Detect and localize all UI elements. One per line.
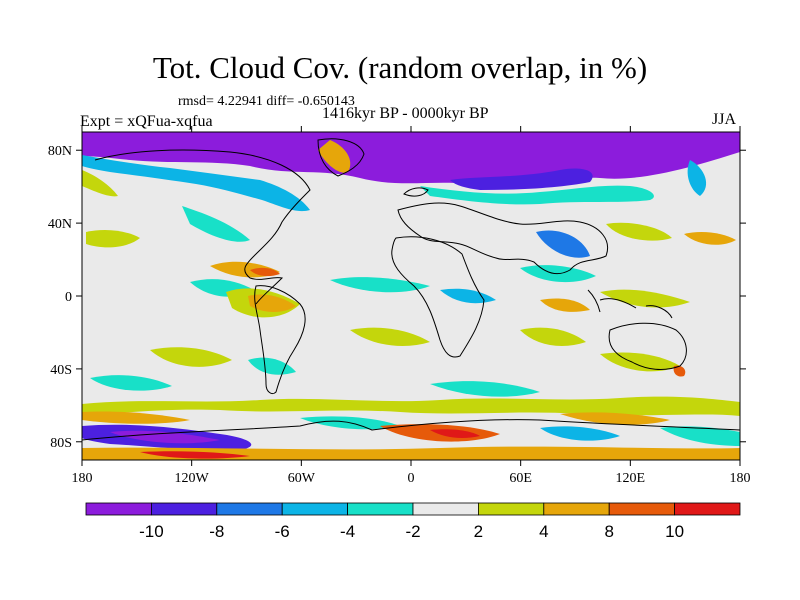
experiment-label: Expt = xQFua-xqfua [80,113,213,130]
colorbar-swatch [150,502,218,516]
region-sindian-yellow [520,327,586,346]
coast-north-america [94,149,311,305]
region-atlantic-teal [330,277,430,293]
coast-antarctica [82,419,740,441]
region-satlantic-yellow [350,327,430,346]
region-greenland-pos [318,140,351,173]
region-eurasia-teal [420,185,654,205]
x-tick-label: 180 [72,471,93,486]
colorbar-label: -2 [405,522,420,541]
region-southern-teal-2 [430,381,540,397]
colorbar-swatch [674,502,741,516]
region-pacific-yellow-1 [86,230,140,248]
colorbar-swatch [347,502,414,516]
coast-greenland [317,138,365,177]
colorbar-swatch [477,502,545,516]
x-tick-label: 60W [288,471,316,486]
coast-maritime [587,289,673,319]
region-antarctic-red [140,451,250,459]
y-tick-label: 80N [48,144,72,159]
region-npacific-yellow [82,170,118,197]
region-weddell-darkred [430,429,480,438]
colorbar-label: -10 [139,522,164,541]
y-tick-label: 0 [65,290,72,305]
region-ross-purple [110,430,220,444]
colorbar-label: -8 [209,522,224,541]
coast-africa [391,236,485,358]
region-eastant-teal [660,426,740,446]
region-spacific-yellow [150,347,232,367]
colorbar: -10 -8 -6 -4 -2 2 4 8 10 [85,502,741,541]
colorbar-swatch [281,502,349,516]
x-tick-label: 180 [730,471,751,486]
colorbar-swatch [608,502,676,516]
region-southern-teal-1 [90,375,172,391]
region-asia-blue [536,230,590,258]
region-caribbean-red [250,267,280,277]
colorbar-label: 10 [665,522,684,541]
region-southern-orange-2 [560,412,670,425]
region-nepacific-cyan [687,160,707,196]
y-axis: 80N 40N 0 40S 80S [48,144,746,451]
region-southern-yellow [82,396,740,416]
colorbar-label: 2 [474,522,483,541]
region-indian-orange [540,298,590,312]
x-tick-label: 120E [616,471,646,486]
colorbar-swatch [543,502,610,516]
region-northatl-cyan [82,155,310,212]
region-australia-yellow [600,352,680,372]
x-axis: 180 120W 60W 0 60E 120E 180 [72,126,751,486]
colorbar-label: -6 [275,522,290,541]
region-africa-cyan [440,288,496,304]
y-tick-label: 80S [50,436,72,451]
region-siberia-blue [450,168,593,190]
region-wpacific-orange [684,232,736,245]
x-tick-label: 60E [509,471,532,486]
colorbar-label: -4 [340,522,355,541]
coastlines [82,138,740,441]
coast-australia [608,322,687,370]
colorbar-label: 8 [604,522,613,541]
region-npacific-teal [182,206,250,242]
y-tick-label: 40N [48,217,72,232]
map-plot-area [81,131,741,461]
x-tick-label: 0 [408,471,415,486]
coast-britain [403,187,429,197]
coast-south-america [254,285,306,395]
region-maritime-yellow [600,289,690,308]
stats-text: rmsd= 4.22941 diff= -0.650143 [178,94,355,109]
region-southern-orange-1 [82,411,190,424]
period-text: 1416kyr BP - 0000kyr BP [322,105,489,122]
colorbar-swatch [85,502,152,516]
x-tick-label: 120W [175,471,210,486]
colorbar-label: 4 [539,522,548,541]
region-wpacific-yellow [606,222,672,241]
coast-eurasia [397,202,608,275]
region-eastant-cyan [540,426,620,441]
region-sam-teal [248,357,296,375]
colorbar-swatch [216,502,283,516]
region-antarctic-orange [82,446,740,460]
region-australia-red [673,365,686,377]
season-label: JJA [712,111,737,128]
y-tick-label: 40S [50,363,72,378]
map-title: Tot. Cloud Cov. (random overlap, in %) [152,50,648,85]
colorbar-swatch [412,502,479,516]
